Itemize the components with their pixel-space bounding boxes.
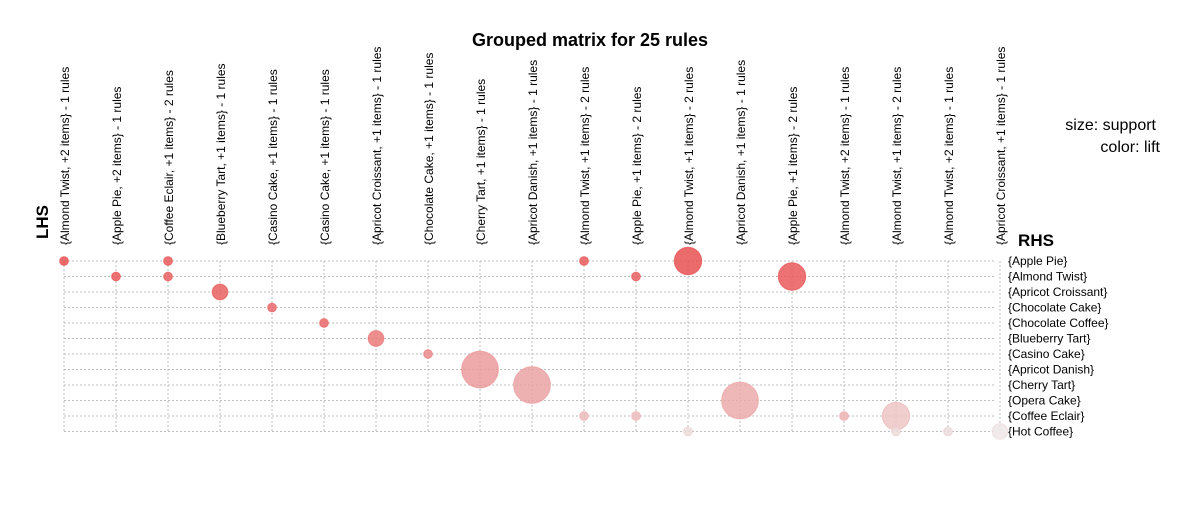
- lhs-group-label: {Casino Cake, +1 items} - 1 rules: [318, 69, 332, 245]
- rule-point: [579, 256, 589, 266]
- rhs-item-label: {Chocolate Cake}: [1008, 301, 1101, 315]
- lhs-group-label: {Chocolate Cake, +1 items} - 1 rules: [422, 53, 436, 245]
- lhs-group-label: {Almond Twist, +1 items} - 2 rules: [890, 67, 904, 245]
- rhs-item-labels: {Apple Pie} {Almond Twist}{Apricot Croiss…: [1008, 254, 1109, 439]
- rule-point: [777, 262, 807, 291]
- lhs-group-label: {Apricot Danish, +1 items} - 1 rules: [526, 60, 540, 245]
- lhs-group-label: {Apricot Danish, +1 items} - 1 rules: [734, 60, 748, 245]
- rhs-item-label: {Almond Twist}: [1008, 270, 1087, 284]
- rule-point: [367, 330, 385, 347]
- rhs-item-label: {Coffee Eclair}: [1008, 409, 1085, 423]
- rule-point: [721, 381, 759, 420]
- lhs-group-label: {Almond Twist, +2 items} - 1 rules: [58, 67, 72, 245]
- rule-point: [683, 426, 693, 437]
- lhs-axis-title: LHS: [33, 205, 52, 239]
- rule-point: [991, 423, 1009, 440]
- rule-point: [163, 256, 173, 266]
- lhs-group-label: {Almond Twist, +1 items} - 2 rules: [682, 67, 696, 245]
- rule-point: [673, 246, 703, 276]
- legend-color-label: color: lift: [1100, 139, 1160, 156]
- chart-title: Grouped matrix for 25 rules: [472, 30, 708, 50]
- lhs-group-label: {Cherry Tart, +1 items} - 1 rules: [474, 79, 488, 245]
- rule-point: [579, 411, 589, 421]
- lhs-group-label: {Almond Twist, +2 items} - 1 rules: [838, 67, 852, 245]
- lhs-group-label: {Apple Pie, +2 items} - 1 rules: [110, 87, 124, 245]
- rhs-item-label: {Opera Cake}: [1008, 394, 1081, 408]
- rhs-item-label: {Blueberry Tart}: [1008, 332, 1091, 346]
- grid-lines: [63, 260, 1001, 432]
- rule-point: [211, 283, 229, 301]
- rhs-item-label: {Chocolate Coffee}: [1008, 316, 1109, 330]
- rule-point: [943, 426, 953, 437]
- rhs-item-label: {Hot Coffee}: [1008, 425, 1073, 439]
- rule-point: [423, 349, 433, 359]
- rule-point: [513, 366, 551, 404]
- rule-point: [59, 256, 69, 266]
- lhs-group-label: {Almond Twist, +1 items} - 2 rules: [578, 67, 592, 245]
- rule-point: [111, 271, 121, 282]
- lhs-group-labels: {Almond Twist, +2 items} - 1 rules {Apple…: [58, 47, 1008, 245]
- lhs-group-label: {Apricot Croissant, +1 items} - 1 rules: [370, 47, 384, 245]
- lhs-group-label: {Almond Twist, +2 items} - 1 rules: [942, 67, 956, 245]
- rule-point: [891, 426, 901, 437]
- lhs-group-label: {Apricot Croissant, +1 items} - 1 rules: [994, 47, 1008, 245]
- rule-point: [319, 318, 329, 328]
- rhs-item-label: {Casino Cake}: [1008, 347, 1085, 361]
- rhs-item-label: {Apricot Danish}: [1008, 363, 1094, 377]
- rule-point: [461, 350, 499, 389]
- legend-size-label: size: support: [1065, 117, 1156, 134]
- rhs-axis-title: RHS: [1018, 231, 1054, 250]
- rule-point: [163, 271, 173, 282]
- lhs-group-label: {Blueberry Tart, +1 items} - 1 rules: [214, 63, 228, 245]
- rhs-item-label: {Apple Pie}: [1008, 254, 1067, 268]
- rule-point: [839, 411, 849, 421]
- lhs-group-label: {Coffee Eclair, +1 items} - 2 rules: [162, 70, 176, 245]
- lhs-group-label: {Casino Cake, +1 items} - 1 rules: [266, 69, 280, 245]
- rule-points: [59, 246, 1009, 440]
- rule-point: [881, 401, 911, 431]
- rule-point: [631, 411, 641, 421]
- rhs-item-label: {Apricot Croissant}: [1008, 285, 1107, 299]
- lhs-group-label: {Apple Pie, +1 items} - 2 rules: [630, 87, 644, 245]
- lhs-group-label: {Apple Pie, +1 items} - 2 rules: [786, 87, 800, 245]
- rhs-item-label: {Cherry Tart}: [1008, 378, 1075, 392]
- rule-point: [631, 271, 641, 282]
- rule-point: [267, 302, 277, 313]
